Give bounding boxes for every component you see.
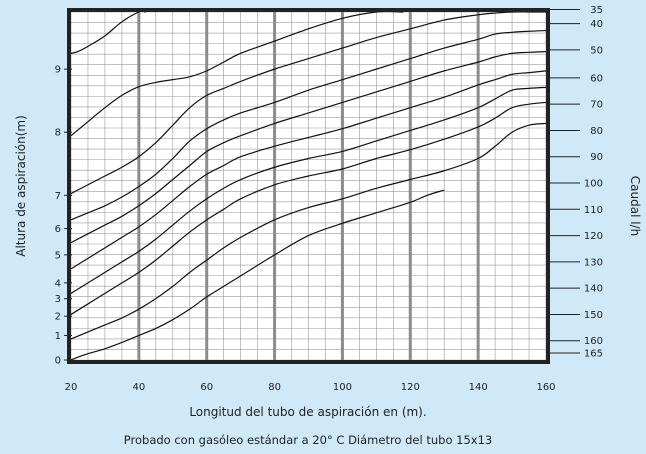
x-tick-label: 60	[200, 382, 213, 393]
y2-tick-label: 35	[590, 5, 603, 16]
x-tick-label: 140	[469, 382, 488, 393]
y2-tick-label: 150	[584, 310, 603, 321]
y-tick-label: 1	[55, 331, 61, 342]
x-tick-label: 120	[401, 382, 420, 393]
y2-tick-label: 130	[584, 257, 603, 268]
x-axis-title: Longitud del tubo de aspiración en (m).	[189, 405, 426, 419]
y2-tick-label: 100	[584, 179, 603, 190]
major-grid	[137, 12, 480, 360]
y-tick-label: 9	[55, 65, 61, 76]
series-line-2	[70, 122, 547, 340]
y-tick-label: 7	[55, 191, 61, 202]
y2-axis-title: Caudal l/h	[628, 176, 642, 236]
y-tick-label: 8	[55, 128, 61, 139]
test-conditions-note: Probado con gasóleo estándar a 20° C Diá…	[124, 433, 492, 447]
x-tick-label: 100	[333, 382, 352, 393]
series-line-7	[70, 29, 547, 221]
y2-tick-label: 165	[584, 348, 603, 359]
y2-tick-label: 80	[590, 126, 603, 137]
y-tick-label: 4	[55, 278, 61, 289]
series-line-5	[70, 70, 547, 270]
y-tick-label: 0	[55, 356, 61, 367]
y-axis-title: Altura de aspiración(m)	[14, 115, 28, 257]
y2-tick-label: 120	[584, 231, 603, 242]
series-line-1	[70, 189, 445, 361]
series-line-3	[70, 101, 547, 315]
y2-tick-label: 50	[590, 45, 603, 56]
series-line-8	[70, 11, 546, 195]
y2-tick-label: 90	[590, 152, 603, 163]
y-tick-label: 6	[55, 224, 61, 235]
series-group	[70, 10, 547, 361]
series-line-9	[70, 10, 404, 137]
tick-group: 20 40 60 80 100 120 140 160 0 1 2 3 4 5 6 7 8 9 35 40 50 60 70…	[55, 5, 603, 393]
y2-tick-label: 160	[584, 336, 603, 347]
y2-tick-label: 60	[590, 73, 603, 84]
y-tick-label: 5	[55, 250, 61, 261]
y-tick-label: 2	[55, 312, 61, 323]
y2-tick-label: 110	[584, 205, 603, 216]
plot-frame	[67, 8, 550, 364]
x-tick-label: 80	[268, 382, 281, 393]
y-tick-label: 3	[55, 294, 61, 305]
y2-tick-label: 40	[590, 19, 603, 30]
y2-tick-label: 140	[584, 284, 603, 295]
x-tick-label: 20	[65, 382, 78, 393]
x-tick-label: 40	[132, 382, 145, 393]
y2-tick-label: 70	[590, 100, 603, 111]
series-line-6	[70, 51, 547, 244]
series-line-4	[70, 86, 547, 294]
x-tick-label: 160	[536, 382, 555, 393]
